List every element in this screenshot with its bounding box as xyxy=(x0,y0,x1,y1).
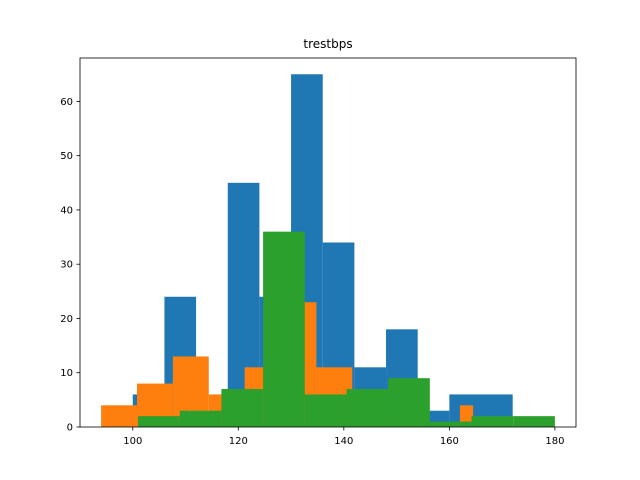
histogram-bar xyxy=(346,389,389,427)
y-tick-label: 10 xyxy=(60,368,73,379)
y-tick-label: 50 xyxy=(60,151,73,162)
histogram-bar xyxy=(179,410,222,427)
histogram-bar xyxy=(263,231,305,427)
series-2 xyxy=(138,231,555,427)
x-tick-label: 180 xyxy=(545,436,564,447)
y-tick-label: 60 xyxy=(60,97,73,108)
bars-layer xyxy=(101,74,555,427)
x-tick-label: 160 xyxy=(440,436,459,447)
histogram-bar xyxy=(304,394,347,427)
y-tick-label: 0 xyxy=(67,423,73,434)
x-tick-label: 140 xyxy=(334,436,353,447)
histogram-bar xyxy=(513,416,555,427)
axes-layer: 100 120 140 160 180 0 10 20 30 40 50 60 xyxy=(60,57,577,447)
x-tick-label: 120 xyxy=(229,436,248,447)
y-tick-label: 20 xyxy=(60,314,73,325)
histogram-bar xyxy=(221,389,264,427)
y-tick-label: 40 xyxy=(60,205,73,216)
plot-frame xyxy=(79,57,577,428)
histogram-bar xyxy=(429,421,472,427)
histogram-bar xyxy=(471,416,514,427)
x-tick-label: 100 xyxy=(123,436,142,447)
chart-title: trestbps xyxy=(303,37,352,51)
y-tick-label: 30 xyxy=(60,260,73,271)
histogram-bar xyxy=(138,416,180,427)
histogram-bar xyxy=(388,378,430,427)
histogram-bar xyxy=(101,405,137,427)
